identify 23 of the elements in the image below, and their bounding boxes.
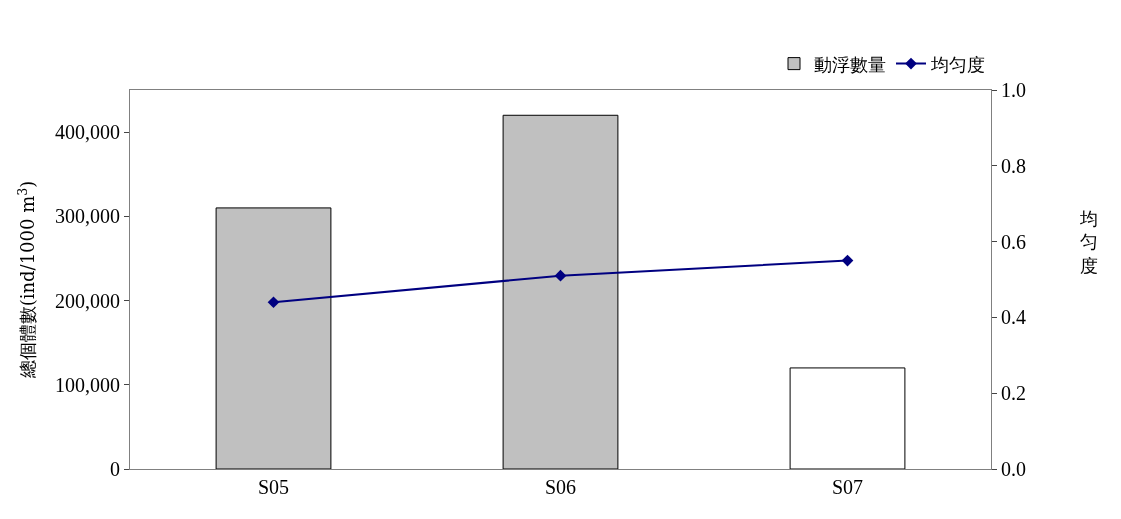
- y2-tick-label: 0.0: [1001, 458, 1026, 480]
- y2-tick-label: 1.0: [1001, 79, 1026, 101]
- legend-label: 均匀度: [930, 53, 985, 75]
- point: [841, 254, 854, 267]
- x-tick-label: S07: [831, 476, 864, 498]
- y2-tick-label: 0.8: [1001, 154, 1026, 177]
- x-tick-label: S05: [257, 476, 290, 498]
- y-tick-label: 300,000: [55, 205, 120, 228]
- y-tick-label: 100,000: [55, 373, 120, 396]
- y-tick-label: 0: [110, 458, 120, 480]
- bar: [789, 367, 906, 469]
- bar: [502, 114, 619, 469]
- x-tick-label: S06: [544, 476, 577, 498]
- point: [267, 296, 280, 309]
- y2-tick-label: 0.2: [1001, 382, 1026, 405]
- y2-axis-title: 均匀度: [1079, 208, 1098, 276]
- point: [554, 269, 567, 282]
- legend-label: 動浮數量: [814, 53, 886, 75]
- y2-tick-label: 0.6: [1001, 230, 1026, 253]
- y2-tick-label: 0.4: [1001, 306, 1026, 329]
- y-tick-label: 400,000: [55, 121, 120, 144]
- y-tick-label: 200,000: [55, 289, 120, 312]
- bar: [215, 207, 332, 469]
